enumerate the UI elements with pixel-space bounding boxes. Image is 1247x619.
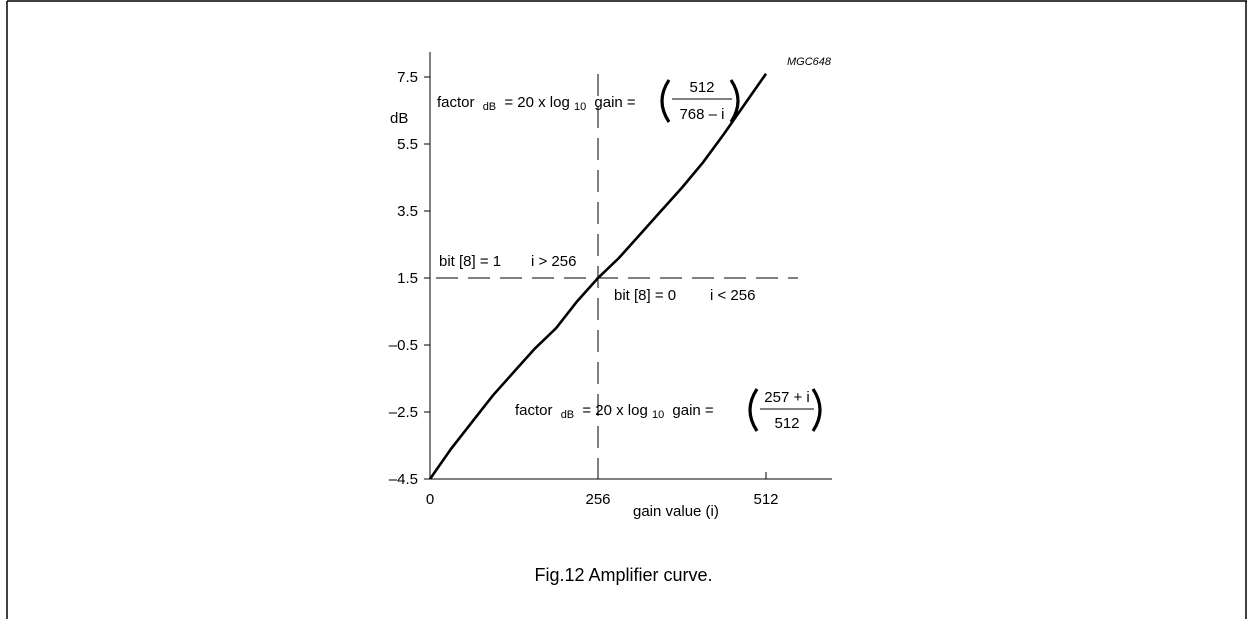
formula-upper-sub-10: 10 — [574, 101, 586, 113]
y-tick-label: 7.5 — [397, 69, 418, 86]
amplifier-curve-series — [428, 72, 768, 480]
y-tick-label: –2.5 — [389, 404, 418, 421]
formula-lower-suffix: gain = — [672, 402, 714, 419]
y-tick-label: 1.5 — [397, 270, 418, 287]
amplifier-chart: 7.5 5.5 3.5 1.5 –0.5 –2.5 –4.5 0 256 512 dB gain… — [389, 52, 832, 520]
formula-lower-denominator: 512 — [774, 415, 799, 432]
x-tick-label: 512 — [753, 491, 778, 508]
bit-high-condition: i > 256 — [531, 253, 576, 270]
x-tick-label: 256 — [585, 491, 610, 508]
formula-upper-prefix: factor — [437, 94, 475, 111]
x-tick-label: 0 — [426, 491, 434, 508]
formula-upper-suffix: gain = — [594, 94, 636, 111]
formula-lower: factor dB = 20 x log 10 gain = 257 + i 5… — [515, 388, 822, 432]
formula-lower-numerator: 257 + i — [764, 389, 809, 406]
figure-code: MGC648 — [787, 56, 832, 68]
bit-high-label: bit [8] = 1 — [439, 253, 501, 270]
y-tick-label: –4.5 — [389, 471, 418, 488]
formula-lower-sub-db: dB — [561, 409, 574, 421]
formula-lower-sub-10: 10 — [652, 409, 664, 421]
bit-low-condition: i < 256 — [710, 287, 755, 304]
y-tick-label: –0.5 — [389, 337, 418, 354]
y-tick-group: 7.5 5.5 3.5 1.5 –0.5 –2.5 –4.5 — [389, 69, 430, 488]
formula-upper-middle: = 20 x log — [504, 94, 569, 111]
formula-lower-right-paren — [811, 388, 822, 432]
formula-lower-left-paren — [748, 388, 759, 432]
formula-upper-numerator: 512 — [689, 79, 714, 96]
figure-caption: Fig.12 Amplifier curve. — [534, 565, 713, 585]
y-tick-label: 5.5 — [397, 136, 418, 153]
formula-upper-right-paren — [729, 79, 740, 123]
formula-upper: factor dB = 20 x log 10 gain = 512 768 –… — [437, 79, 740, 123]
formula-upper-denominator: 768 – i — [679, 106, 724, 123]
x-tick-group: 0 256 512 — [426, 472, 779, 508]
formula-upper-sub-db: dB — [483, 101, 496, 113]
y-tick-label: 3.5 — [397, 203, 418, 220]
svg-text:factor dB = 20: factor dB = 20 x log 10 gain = — [515, 402, 714, 422]
y-axis-label: dB — [390, 110, 408, 127]
x-axis-label: gain value (i) — [633, 503, 719, 520]
formula-upper-left-paren — [660, 79, 671, 123]
formula-lower-prefix: factor — [515, 402, 553, 419]
svg-text:factor dB = 20: factor dB = 20 x log 10 gain = — [437, 94, 636, 114]
bit-low-label: bit [8] = 0 — [614, 287, 676, 304]
formula-lower-middle: = 20 x log — [582, 402, 647, 419]
